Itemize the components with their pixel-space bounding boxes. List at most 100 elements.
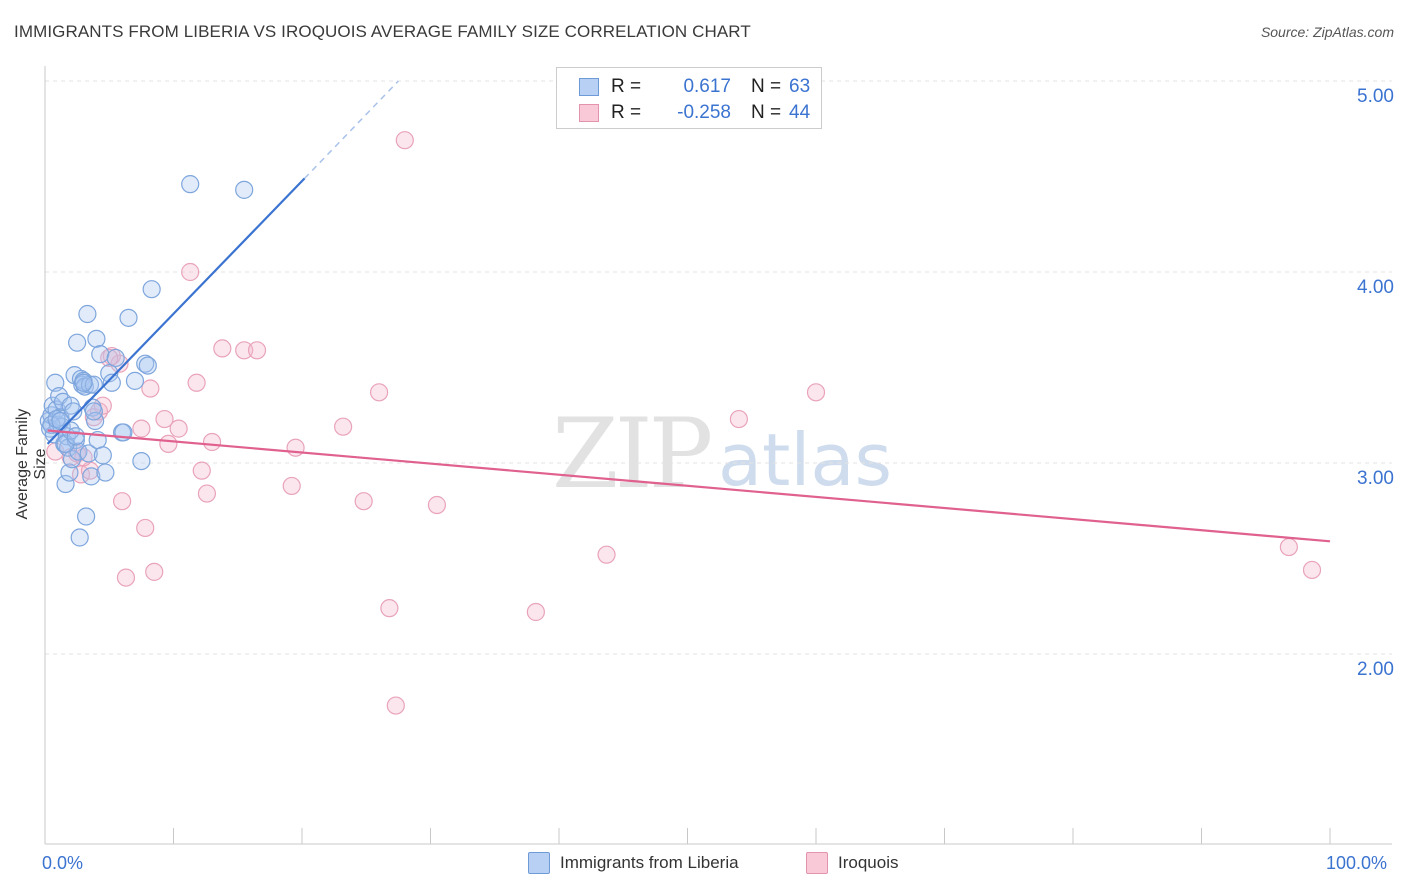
liberia-point bbox=[181, 175, 200, 194]
liberia-point bbox=[70, 528, 89, 547]
iroquois-point bbox=[354, 492, 373, 511]
chart-title: IMMIGRANTS FROM LIBERIA VS IROQUOIS AVER… bbox=[14, 22, 751, 41]
iroquois-point bbox=[213, 339, 232, 358]
iroquois-point bbox=[370, 383, 389, 402]
iroquois-point bbox=[141, 379, 160, 398]
liberia-point bbox=[66, 427, 85, 446]
x-tick-label-max: 100.0% bbox=[1326, 853, 1388, 873]
iroquois-point bbox=[386, 696, 405, 715]
liberia-point bbox=[91, 345, 110, 364]
bottom-legend-iroquois[interactable]: Iroquois bbox=[806, 852, 898, 874]
liberia-point bbox=[142, 280, 161, 299]
iroquois-point bbox=[159, 434, 178, 453]
liberia-point bbox=[125, 371, 145, 390]
y-tick-label-5: 5.00 bbox=[1357, 86, 1394, 107]
liberia-point bbox=[87, 329, 106, 348]
iroquois-trend-line bbox=[47, 429, 1331, 543]
iroquois-point bbox=[192, 461, 211, 480]
liberia-point bbox=[80, 375, 100, 394]
legend-n-label: N = bbox=[751, 102, 782, 123]
iroquois-point bbox=[247, 341, 267, 360]
y-tick-label-3: 3.00 bbox=[1357, 468, 1394, 489]
liberia-point bbox=[84, 402, 103, 421]
liberia-point bbox=[74, 373, 93, 392]
iroquois-point bbox=[169, 419, 188, 438]
liberia-point bbox=[77, 507, 96, 526]
x-tick-label-min: 0.0% bbox=[42, 853, 84, 873]
liberia-point bbox=[119, 308, 138, 327]
legend-n-value: 63 bbox=[789, 76, 811, 97]
watermark-atlas: atlas bbox=[718, 418, 892, 502]
liberia-point bbox=[138, 356, 157, 375]
iroquois-point bbox=[132, 419, 151, 438]
liberia-point bbox=[78, 304, 97, 324]
iroquois-point bbox=[181, 262, 200, 282]
bottom-legend-liberia[interactable]: Immigrants from Liberia bbox=[528, 852, 739, 874]
legend-n-value: 44 bbox=[789, 102, 811, 123]
iroquois-point bbox=[334, 417, 353, 436]
liberia-point bbox=[56, 474, 75, 494]
legend-n-label: N = bbox=[751, 76, 782, 97]
liberia-trend-line bbox=[46, 177, 306, 445]
watermark-zip: ZIP bbox=[552, 398, 713, 510]
iroquois-point bbox=[136, 518, 155, 538]
iroquois-point bbox=[286, 438, 305, 457]
liberia-point bbox=[56, 434, 75, 453]
liberia-point bbox=[68, 333, 87, 352]
iroquois-point bbox=[197, 484, 217, 503]
legend-row-iroquois: R = -0.258 N = 44 bbox=[579, 101, 810, 125]
liberia-point bbox=[62, 450, 82, 469]
correlation-legend: R = 0.617 N = 63 R = -0.258 N = 44 bbox=[556, 67, 822, 129]
legend-label-iroquois: Iroquois bbox=[838, 853, 899, 872]
iroquois-point bbox=[380, 599, 399, 618]
legend-swatch-pink bbox=[806, 852, 828, 874]
liberia-point bbox=[235, 180, 254, 199]
legend-r-label: R = bbox=[611, 76, 642, 97]
iroquois-point bbox=[187, 373, 206, 392]
legend-label-liberia: Immigrants from Liberia bbox=[560, 853, 739, 872]
liberia-point bbox=[66, 430, 85, 450]
liberia-point bbox=[64, 402, 83, 421]
iroquois-point bbox=[526, 602, 545, 622]
legend-r-value: 0.617 bbox=[683, 76, 731, 97]
y-tick-label-4: 4.00 bbox=[1357, 277, 1394, 298]
iroquois-point bbox=[235, 341, 254, 360]
iroquois-point bbox=[806, 383, 826, 402]
liberia-point bbox=[132, 451, 151, 471]
iroquois-point bbox=[729, 409, 749, 429]
iroquois-point bbox=[100, 348, 119, 368]
liberia-point bbox=[136, 354, 155, 373]
liberia-point bbox=[60, 463, 79, 482]
legend-row-liberia: R = 0.617 N = 63 bbox=[579, 75, 810, 99]
liberia-point bbox=[106, 348, 125, 368]
liberia-trend-extension bbox=[304, 80, 399, 179]
iroquois-point bbox=[282, 476, 301, 496]
iroquois-point bbox=[155, 409, 174, 429]
liberia-point bbox=[42, 415, 61, 434]
liberia-point bbox=[93, 446, 112, 465]
iroquois-point bbox=[116, 568, 136, 587]
liberia-point bbox=[96, 463, 115, 482]
y-tick-label-2: 2.00 bbox=[1357, 659, 1394, 680]
legend-swatch-pink bbox=[579, 104, 599, 122]
legend-swatch-blue bbox=[528, 852, 550, 874]
iroquois-point bbox=[597, 545, 616, 564]
iroquois-point bbox=[1279, 537, 1298, 557]
y-axis-label: Average Family Size bbox=[14, 408, 49, 520]
iroquois-point bbox=[1302, 560, 1322, 580]
iroquois-point bbox=[427, 495, 447, 515]
iroquois-point bbox=[395, 131, 414, 150]
liberia-point bbox=[82, 467, 101, 486]
liberia-point bbox=[61, 421, 80, 440]
legend-swatch-blue bbox=[579, 78, 599, 96]
iroquois-point bbox=[145, 562, 164, 581]
source-label[interactable]: Source: ZipAtlas.com bbox=[1260, 24, 1394, 40]
liberia-point bbox=[86, 411, 105, 431]
legend-r-value: -0.258 bbox=[677, 102, 731, 123]
liberia-point bbox=[46, 373, 65, 392]
iroquois-point bbox=[112, 492, 132, 511]
liberia-point bbox=[79, 444, 98, 463]
liberia-point bbox=[102, 373, 121, 392]
iroquois-point bbox=[202, 432, 222, 452]
